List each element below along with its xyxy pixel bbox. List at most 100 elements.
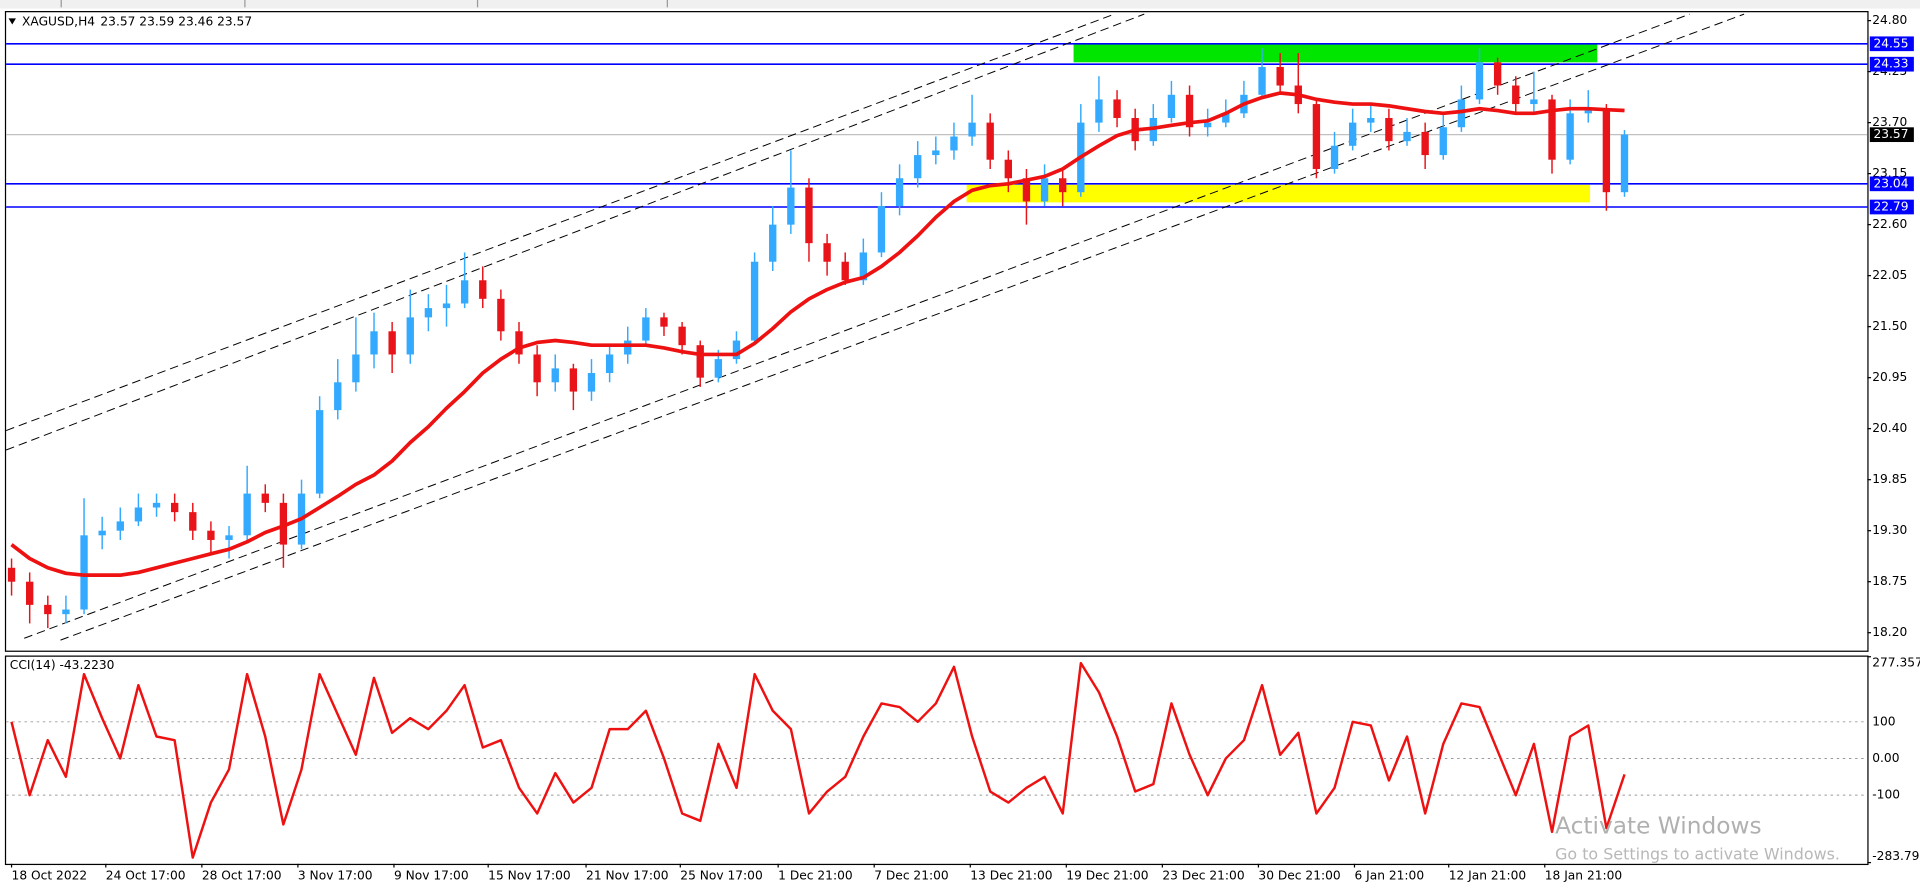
candle-body [877,206,886,253]
cci-title: CCI(14) -43.2230 [10,658,115,672]
level-label-box [1869,56,1914,72]
x-tick-label: 18 Jan 21:00 [1545,869,1622,883]
candle-body [479,280,487,299]
candle-body [750,261,759,341]
y-tick-label: 0.00 [1872,751,1899,765]
y-tick-label: 277.357 [1872,655,1920,669]
x-tick-label: 13 Dec 21:00 [970,869,1052,883]
x-tick-label: 24 Oct 17:00 [106,869,186,883]
level-label-box [1869,176,1914,192]
candle-body [1059,178,1067,193]
x-tick-label: 25 Nov 17:00 [680,869,762,883]
candle-body [1530,99,1538,105]
y-tick-label: 18.75 [1872,574,1907,588]
candle-body [895,178,904,207]
candle-body [823,243,831,262]
candle-body [116,521,124,531]
candle-body [7,567,16,582]
price-zone [966,184,1591,203]
candle-body [1203,122,1212,128]
y-tick-label: 23.70 [1872,115,1907,129]
x-tick-label: 7 Dec 21:00 [874,869,948,883]
candle-body [1276,66,1284,86]
candle-body [1367,117,1375,123]
candle-body [315,410,324,494]
candle-body [732,340,741,360]
candle-body [841,261,849,281]
candle-body [134,507,143,522]
symbol-title: XAGUSD,H4 [22,15,95,29]
candle-body [80,535,88,610]
candle-body [352,354,360,383]
candle-body [152,502,161,508]
x-tick-label: 21 Nov 17:00 [586,869,668,883]
level-label: 24.55 [1873,36,1908,50]
x-tick-label: 15 Nov 17:00 [488,869,570,883]
watermark-subtitle: Go to Settings to activate Windows. [1555,845,1840,864]
current-price-label: 23.57 [1873,127,1908,141]
cci-panel-frame [4,655,1869,866]
candle-body [62,609,70,615]
candle-body [968,122,976,137]
candle-body [660,317,668,327]
candle-body [207,530,215,540]
x-tick-label: 6 Jan 21:00 [1354,869,1424,883]
x-tick-label: 1 Dec 21:00 [778,869,852,883]
level-label-box [1869,36,1914,52]
candle-body [696,345,704,378]
candle-body [460,280,469,304]
x-tick-label: 23 Dec 21:00 [1162,869,1244,883]
tab-strip [0,0,1920,9]
y-tick-label: 19.85 [1872,472,1907,486]
moving-average [10,91,1625,577]
level-label-box [1869,199,1914,215]
watermark-title: Activate Windows [1555,813,1762,840]
candle-body [279,502,288,545]
current-price-box [1869,127,1914,143]
candle-body [1113,99,1121,118]
candle-body [1403,131,1411,142]
level-label: 24.33 [1873,57,1908,71]
candle-body [261,493,269,503]
candle-body [533,354,541,383]
candle-body [569,368,578,392]
candle-body [1095,99,1103,123]
y-tick-label: 24.80 [1872,13,1907,27]
x-tick-label: 30 Dec 21:00 [1258,869,1340,883]
y-tick-label: 22.05 [1872,268,1907,282]
y-tick-label: 22.60 [1872,217,1907,231]
candle-body [442,303,451,309]
channel-line [5,13,1115,431]
y-tick-label: -283.796 [1872,849,1920,863]
candle-body [189,512,197,531]
level-label: 22.79 [1873,200,1908,214]
candle-body [587,373,596,392]
candle-body [551,368,559,383]
candle-body [932,150,940,156]
ohlc-readout: 23.57 23.59 23.46 23.57 [100,15,252,29]
candle-body [1584,108,1592,114]
candle-body [950,136,958,151]
candle-body [914,155,922,179]
candle-body [1222,113,1230,123]
y-tick-label: 20.40 [1872,421,1907,435]
candle-body [1566,113,1574,160]
collapse-icon [8,18,16,25]
y-tick-label: 18.20 [1872,625,1907,639]
level-label: 23.04 [1873,176,1908,190]
y-tick-label: -100 [1872,788,1900,802]
candle-body [497,298,505,332]
candle-body [678,326,686,346]
candle-body [1330,145,1339,169]
candle-body [1348,122,1357,146]
candle-body [1548,99,1556,160]
x-tick-label: 9 Nov 17:00 [394,869,469,883]
candle-body [1421,131,1429,156]
candle-body [787,187,795,225]
candle-body [170,502,179,513]
candle-body [605,354,614,374]
main-panel-frame [4,11,1869,652]
candle-body [26,581,34,605]
candle-body [1602,108,1611,193]
candle-body [642,317,650,341]
